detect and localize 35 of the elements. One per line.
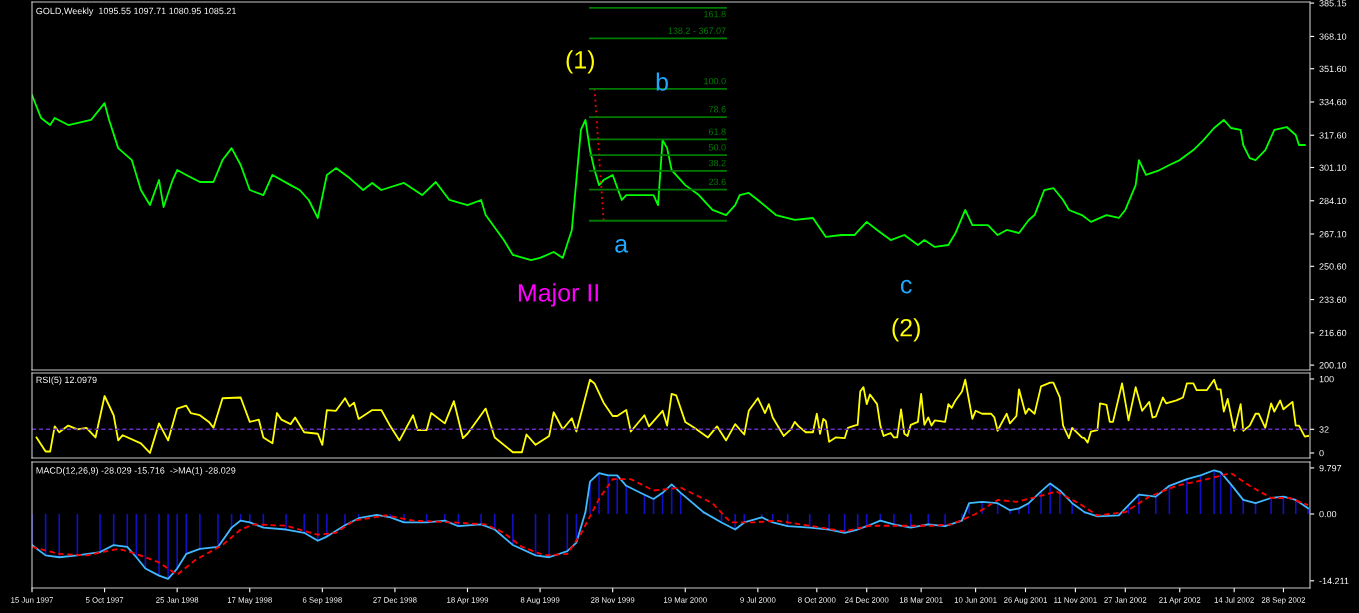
y-tick-label: 9.797 [1319, 464, 1342, 472]
y-tick-label: 216.60 [1319, 329, 1347, 337]
y-tick-label: 267.10 [1319, 231, 1347, 238]
y-tick-label: 200.10 [1319, 362, 1347, 369]
y-tick-label: -14.211 [1319, 577, 1349, 585]
y-tick-label: 301.10 [1319, 164, 1347, 171]
annotation: 23.6 [708, 178, 726, 186]
annotation: 38.2 [708, 159, 726, 167]
annotation: (1) [566, 50, 594, 74]
annotation: 78.6 [708, 106, 726, 113]
annotation: b [656, 72, 668, 91]
annotation: c [900, 279, 912, 294]
annotation: 161.8 [704, 10, 726, 18]
annotation: a [615, 239, 629, 253]
annotation: 50.0 [708, 144, 726, 151]
chart-title: RSI(5) 12.0979 [36, 376, 97, 385]
annotation: (2) [892, 318, 920, 342]
annotation: 61.8 [708, 128, 726, 135]
y-tick-label: 32 [1319, 426, 1329, 433]
y-tick-label: 0.00 [1319, 510, 1337, 518]
y-tick-label: 368.10 [1319, 33, 1347, 40]
y-tick-label: 334.60 [1319, 98, 1347, 106]
text: MACD(12,26,9) -28.029 -15.716 ->MA(1) -28.029 [36, 467, 236, 476]
annotation: 138.2 - 367.07 [668, 27, 726, 34]
y-tick-label: 233.60 [1319, 296, 1347, 303]
y-tick-label: 250.60 [1319, 263, 1347, 270]
y-tick-label: 385.15 [1319, 0, 1347, 7]
annotation: 100.0 [704, 77, 726, 85]
y-tick-label: 351.60 [1319, 65, 1347, 73]
annotation: Major II [518, 283, 598, 307]
y-tick-label: 317.60 [1319, 132, 1347, 139]
text: GOLD,Weekly 1095.55 1097.71 1080.95 1085.21 [36, 7, 236, 16]
y-tick-label: 0 [1319, 449, 1324, 457]
y-tick-label: 284.10 [1319, 197, 1347, 205]
y-tick-label: 100 [1319, 375, 1334, 383]
